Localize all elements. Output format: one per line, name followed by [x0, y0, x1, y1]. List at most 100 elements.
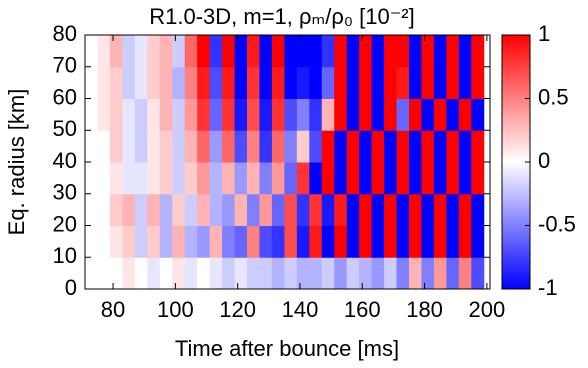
heatmap-cell: [184, 66, 198, 99]
heatmap-cell: [172, 98, 186, 131]
heatmap-cell: [471, 66, 485, 99]
heatmap-cell: [134, 225, 148, 258]
heatmap-cell: [271, 98, 285, 131]
heatmap-cell: [222, 257, 236, 290]
heatmap-cell: [97, 130, 111, 163]
heatmap-cell: [97, 257, 111, 290]
heatmap-cell: [433, 257, 447, 290]
heatmap-cell: [134, 257, 148, 290]
heatmap-cell: [421, 130, 435, 163]
heatmap-cell: [197, 98, 211, 131]
heatmap-cell: [234, 193, 248, 226]
heatmap-cell: [409, 66, 422, 99]
heatmap-cell: [446, 225, 460, 258]
heatmap-cell: [346, 130, 360, 163]
x-tick-label: 160: [344, 297, 381, 322]
heatmap-cell: [222, 130, 236, 163]
heatmap-cell: [172, 130, 186, 163]
heatmap-cell: [85, 162, 98, 195]
heatmap-cell: [284, 98, 298, 131]
heatmap-cell: [321, 225, 335, 258]
heatmap-cell: [247, 35, 260, 68]
heatmap-cell: [209, 162, 223, 195]
heatmap-cell: [122, 35, 136, 68]
colorbar-tick-label: -0.5: [538, 211, 576, 236]
heatmap-cell: [396, 257, 410, 290]
heatmap-cell: [209, 193, 223, 226]
heatmap-cell: [421, 257, 435, 290]
heatmap-cell: [334, 193, 348, 226]
heatmap-cell: [234, 66, 248, 99]
heatmap-cell: [209, 257, 223, 290]
heatmap-cell: [259, 98, 273, 131]
heatmap-cell: [122, 193, 136, 226]
heatmap-cell: [85, 257, 98, 290]
heatmap-cell: [147, 130, 161, 163]
heatmap-cell: [197, 66, 211, 99]
heatmap-cell: [409, 162, 422, 195]
heatmap-cell: [359, 130, 373, 163]
heatmap-cell: [284, 35, 298, 68]
heatmap-cell: [222, 35, 236, 68]
heatmap-cell: [122, 130, 136, 163]
heatmap-cell: [222, 66, 236, 99]
heatmap-cell: [296, 257, 310, 290]
heatmap-cell: [85, 225, 98, 258]
heatmap-cell: [259, 35, 273, 68]
heatmap-cell: [259, 225, 273, 258]
heatmap-cell: [346, 66, 360, 99]
heatmap-cell: [109, 98, 123, 131]
heatmap-cell: [109, 130, 123, 163]
heatmap-cell: [321, 66, 335, 99]
heatmap-cell: [359, 193, 373, 226]
heatmap-cell: [97, 193, 111, 226]
heatmap-cell: [234, 225, 248, 258]
heatmap-cell: [209, 225, 223, 258]
colorbar-tick-label: 1: [538, 21, 550, 46]
heatmap-cell: [321, 193, 335, 226]
heatmap-cell: [97, 162, 111, 195]
heatmap-cell: [85, 193, 98, 226]
y-tick-label: 30: [53, 180, 77, 205]
heatmap-cell: [259, 193, 273, 226]
heatmap-cell: [147, 98, 161, 131]
heatmap-cell: [309, 162, 323, 195]
heatmap-cell: [122, 257, 136, 290]
heatmap-cell: [159, 257, 173, 290]
heatmap-cell: [184, 225, 198, 258]
heatmap-cell: [109, 193, 123, 226]
heatmap-cell: [409, 98, 422, 131]
heatmap-cell: [147, 257, 161, 290]
heatmap-cell: [446, 35, 460, 68]
y-tick-label: 50: [53, 116, 77, 141]
heatmap-cells: [85, 35, 485, 290]
heatmap-cell: [446, 257, 460, 290]
heatmap-cell: [259, 130, 273, 163]
heatmap-cell: [384, 130, 398, 163]
heatmap-cell: [471, 193, 485, 226]
heatmap-cell: [85, 98, 98, 131]
heatmap-cell: [134, 193, 148, 226]
heatmap-cell: [159, 193, 173, 226]
heatmap-cell: [396, 225, 410, 258]
heatmap-cell: [396, 35, 410, 68]
heatmap-cell: [222, 162, 236, 195]
heatmap-cell: [409, 130, 422, 163]
heatmap-cell: [234, 162, 248, 195]
heatmap-cell: [197, 193, 211, 226]
heatmap-cell: [97, 225, 111, 258]
x-tick-label: 140: [282, 297, 319, 322]
heatmap-cell: [359, 66, 373, 99]
heatmap-cell: [109, 35, 123, 68]
heatmap-cell: [197, 35, 211, 68]
heatmap-cell: [184, 162, 198, 195]
heatmap-cell: [172, 162, 186, 195]
heatmap-cell: [433, 130, 447, 163]
x-tick-label: 200: [469, 297, 506, 322]
heatmap-cell: [346, 225, 360, 258]
heatmap-cell: [234, 257, 248, 290]
heatmap-cell: [222, 193, 236, 226]
heatmap-cell: [433, 35, 447, 68]
y-axis-label: Eq. radius [km]: [4, 89, 29, 236]
heatmap-cell: [197, 225, 211, 258]
